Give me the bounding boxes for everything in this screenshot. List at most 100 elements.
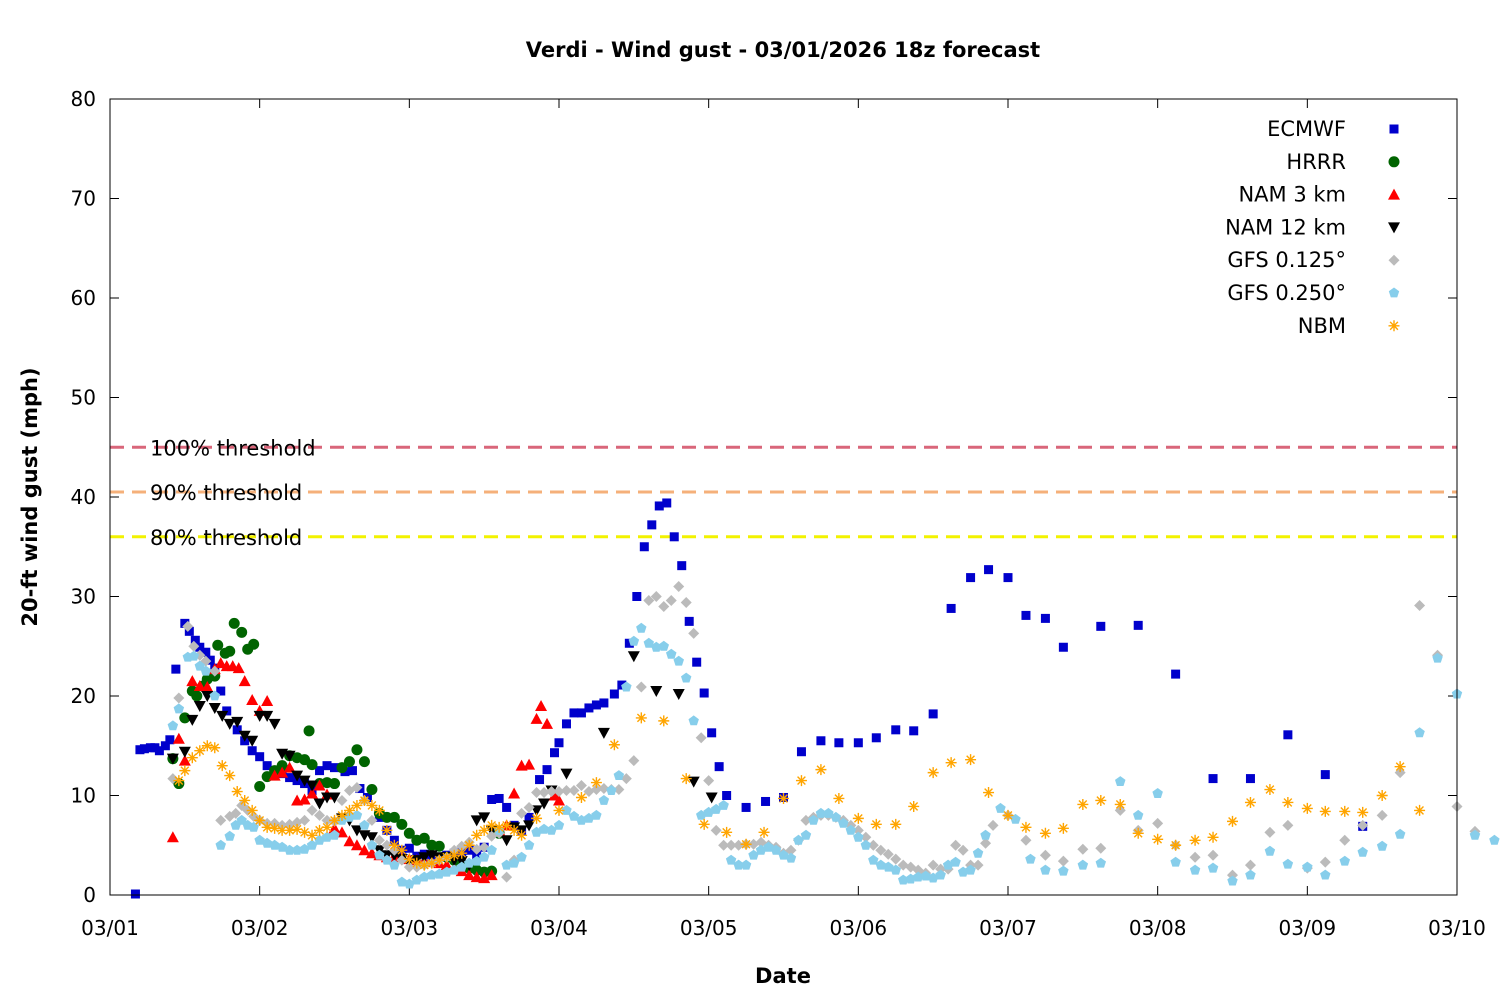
data-point [673,581,685,593]
data-point [935,869,946,880]
data-point [909,726,919,736]
series-gfs-0-125- [167,581,1481,883]
data-point [688,627,700,639]
x-axis-label: Date [755,964,811,988]
data-point [733,839,745,851]
data-point [785,844,797,856]
data-point [575,780,587,792]
data-point [223,718,236,730]
data-point [677,561,687,571]
data-point [1245,869,1256,880]
data-point [1077,859,1089,870]
data-point [830,811,842,822]
data-point [171,664,181,674]
legend-label: NBM [1298,314,1346,338]
data-point [173,692,185,704]
data-point [1376,809,1388,821]
data-point [396,854,408,866]
x-axis-ticks: 03/01 03/02 03/03 03/04 03/05 03/06 03/07 03/08… [81,99,1486,940]
data-point [632,592,642,601]
data-point [188,640,200,652]
data-point [212,639,224,651]
data-point [1095,842,1107,854]
data-point [291,823,303,835]
data-point [314,824,326,836]
data-point [871,733,881,743]
data-point [194,745,206,757]
data-point [983,787,995,799]
data-point [1021,610,1031,620]
data-point [493,821,505,833]
data-point [523,839,535,850]
data-point [1432,652,1443,663]
data-point [535,775,545,785]
data-point [1301,802,1313,814]
data-point [165,735,175,745]
data-point [501,819,513,831]
data-point [1207,862,1219,873]
data-point [381,854,393,865]
data-point [347,766,357,776]
data-point [658,600,670,612]
data-point [538,787,550,799]
data-point [215,814,227,826]
data-point [1414,804,1426,816]
data-point [232,725,242,735]
data-point [418,852,431,864]
y-tick-label: 0 [83,883,96,907]
data-point [553,819,565,830]
data-point [268,718,281,730]
data-point [808,814,819,825]
data-point [650,591,662,602]
data-point [179,765,191,777]
data-point [396,876,408,887]
data-point [303,725,315,737]
data-point [172,732,185,744]
data-point [336,794,348,806]
data-point [366,784,378,796]
data-point [1207,831,1219,843]
data-point [299,843,310,854]
data-point [298,793,311,805]
data-point [927,872,939,883]
data-point [1077,843,1089,855]
data-point [703,806,714,817]
data-point [1264,845,1276,856]
data-point [440,859,453,871]
y-tick-label: 70 [71,187,96,211]
data-point [173,775,185,787]
data-point [606,785,617,795]
data-point [191,690,203,702]
data-point [1152,788,1163,798]
data-point [541,717,554,729]
data-point [531,812,543,824]
data-point [224,645,236,657]
legend-marker [1388,254,1400,266]
data-point [882,848,894,860]
legend-label: NAM 3 km [1238,183,1346,207]
legend-label: HRRR [1286,150,1346,174]
data-point [561,804,572,815]
data-point [950,839,962,851]
data-point [628,635,640,646]
data-point [761,796,771,806]
data-point [740,859,752,870]
data-point [1010,813,1021,824]
data-point [590,777,602,789]
data-point [516,829,528,841]
data-point [815,807,827,818]
data-point [306,839,318,850]
data-point [1025,853,1036,864]
data-point [322,761,332,771]
data-point [698,818,710,830]
data-point [193,700,206,712]
data-point [216,710,229,722]
data-point [351,782,363,794]
data-point [1114,798,1126,810]
data-point [833,792,845,804]
data-point [403,861,415,873]
data-points [130,498,1500,899]
legend-label: GFS 0.125° [1227,248,1346,272]
data-point [343,835,356,847]
data-point [710,803,722,814]
